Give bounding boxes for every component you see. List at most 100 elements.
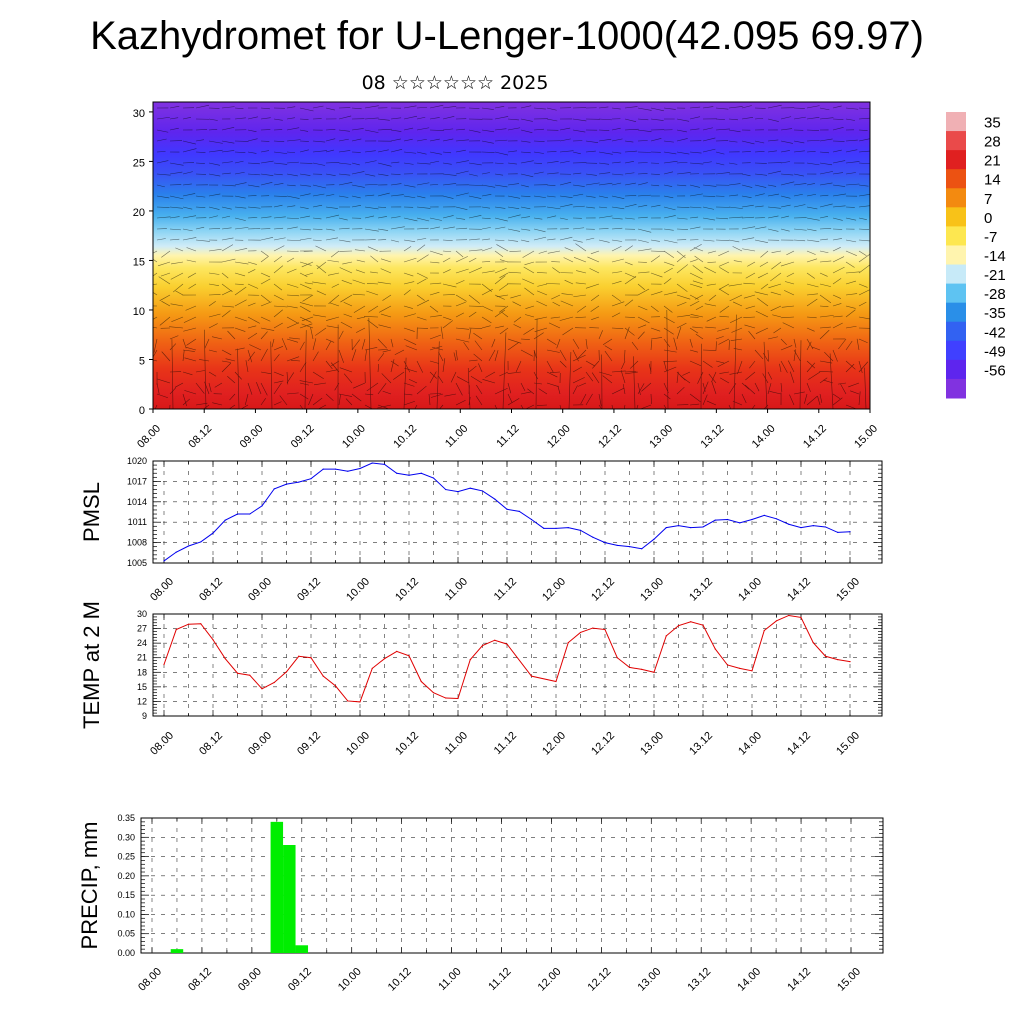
temperature-point <box>812 642 814 644</box>
pmsl-point <box>555 527 557 529</box>
pmsl-point <box>273 488 275 490</box>
pmsl-point <box>775 518 778 520</box>
section-x-tick-label: 12.12 <box>596 423 624 451</box>
section-y-tick-label: 30 <box>133 108 145 120</box>
temperature-y-tick-label: 12 <box>137 696 147 706</box>
temperature-point <box>383 658 386 660</box>
section-x-tick-label: 15.00 <box>852 423 880 451</box>
section-x-tick-label: 08.00 <box>135 423 163 451</box>
precipitation-bar <box>270 821 284 953</box>
pmsl-point <box>347 470 349 472</box>
colorbar-swatch <box>946 245 966 266</box>
section-x-tick-label: 12.00 <box>545 423 573 451</box>
pmsl-point <box>322 468 324 470</box>
temperature-point <box>371 667 373 670</box>
colorbar-swatch <box>946 302 966 323</box>
temperature-point <box>432 692 435 694</box>
temperature-point <box>824 655 827 657</box>
temperature-x-tick-label: 14.00 <box>736 730 764 758</box>
temperature-point <box>788 614 790 617</box>
precipitation-x-tick-label: 15.00 <box>835 966 863 994</box>
temperature-point <box>739 667 741 670</box>
pmsl-point <box>236 513 239 515</box>
pmsl-point <box>763 514 765 517</box>
temperature-point <box>322 675 324 677</box>
precipitation-x-tick-label: 13.12 <box>685 966 713 994</box>
section-x-tick-label: 11.00 <box>443 423 470 450</box>
temperature-point <box>616 657 618 659</box>
colorbar-label: -14 <box>984 248 1006 265</box>
colorbar-label: -35 <box>984 305 1006 322</box>
temperature-point <box>775 620 778 622</box>
precipitation-panel: 0.00 0.05 0.10 0.15 0.20 0.25 0.30 0.35 PRECIP, … <box>77 813 884 994</box>
temperature-point <box>396 650 398 653</box>
temperature-x-tick-label: 13.00 <box>638 730 666 758</box>
precipitation-y-tick-label: 0.10 <box>117 909 135 919</box>
temperature-x-tick-label: 10.00 <box>344 730 372 758</box>
temperature-x-tick-label: 12.00 <box>540 730 568 758</box>
temperature-grid <box>153 613 882 717</box>
temperature-y-tick-label: 24 <box>137 638 147 648</box>
temperature-point <box>555 680 557 683</box>
temperature-point <box>285 671 288 673</box>
pmsl-point <box>579 529 582 531</box>
temperature-point <box>506 643 508 645</box>
temperature-point <box>751 670 753 672</box>
pmsl-point <box>628 546 631 548</box>
section-x-tick-label: 09.12 <box>289 423 317 451</box>
precipitation-frame <box>140 817 884 954</box>
page-subtitle: 08 ☆☆☆☆☆☆ 2025 <box>361 72 549 94</box>
temperature-point <box>763 629 765 632</box>
temperature-x-tick-label: 13.12 <box>687 730 715 758</box>
pmsl-y-tick-label: 1008 <box>127 538 147 548</box>
temperature-point <box>249 674 251 676</box>
pmsl-x-tick-label: 12.12 <box>589 576 617 604</box>
precipitation-x-tick-label: 11.00 <box>436 966 463 993</box>
temperature-point <box>163 663 165 666</box>
pmsl-x-tick-label: 15.00 <box>834 576 862 604</box>
pmsl-point <box>445 488 447 491</box>
colorbar-swatch <box>946 150 966 170</box>
pmsl-point <box>677 525 680 527</box>
temperature-field <box>153 102 870 409</box>
temperature-point <box>347 700 349 702</box>
section-y-tick-label: 15 <box>133 256 145 268</box>
section-y-tick-label: 5 <box>139 355 145 367</box>
pmsl-point <box>396 472 398 474</box>
pmsl-point <box>690 527 692 529</box>
temperature-y-tick-label: 30 <box>137 609 147 619</box>
temperature-point <box>714 648 716 650</box>
temperature-frame <box>152 613 883 717</box>
precipitation-bar <box>170 949 184 953</box>
precipitation-x-tick-label: 14.12 <box>785 966 813 994</box>
precipitation-y-tick-label: 0.35 <box>117 813 135 823</box>
precipitation-x-tick-label: 12.00 <box>536 966 564 994</box>
section-y-tick-label: 10 <box>133 306 145 318</box>
pmsl-point <box>187 545 190 547</box>
temperature-y-axis-title: TEMP at 2 M <box>79 601 104 729</box>
temperature-point <box>236 672 239 674</box>
wind-vectors <box>153 104 870 409</box>
temperature-point <box>175 628 177 631</box>
pmsl-point <box>726 518 729 521</box>
pmsl-x-tick-label: 11.00 <box>443 576 470 603</box>
pmsl-y-tick-label: 1011 <box>128 517 147 527</box>
pmsl-x-tick-label: 14.00 <box>736 576 764 604</box>
section-x-tick-label: 11.12 <box>494 423 521 450</box>
pmsl-point <box>334 468 337 470</box>
temperature-point <box>224 658 226 660</box>
temperature-point <box>212 639 214 641</box>
pmsl-y-axis-title: PMSL <box>79 482 104 542</box>
precipitation-y-tick-label: 0.15 <box>117 890 135 900</box>
precipitation-x-tick-label: 10.00 <box>336 966 364 994</box>
colorbar-swatch <box>946 283 966 304</box>
pmsl-x-tick-label: 10.00 <box>344 576 372 604</box>
pmsl-point <box>641 548 643 550</box>
section-y-tick-label: 20 <box>133 207 145 219</box>
pmsl-point <box>432 477 435 479</box>
pmsl-x-tick-label: 09.00 <box>246 576 274 604</box>
pmsl-point <box>310 478 312 480</box>
colorbar-swatch <box>946 340 966 361</box>
pmsl-x-tick-label: 10.12 <box>393 576 421 604</box>
pmsl-point <box>261 505 263 507</box>
